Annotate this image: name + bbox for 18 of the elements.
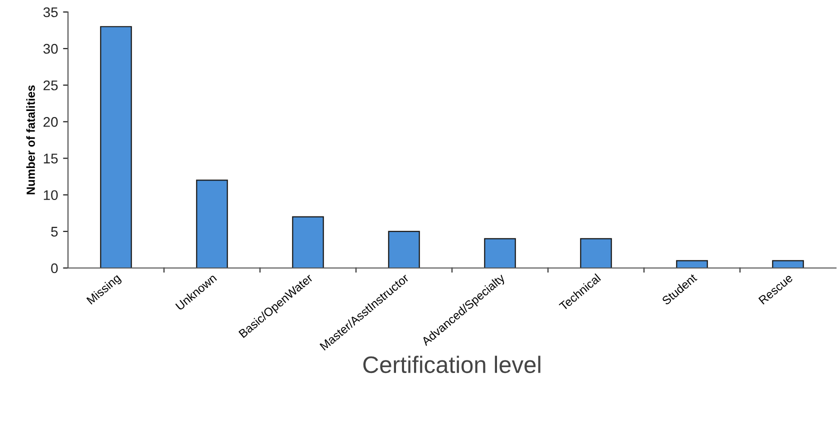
y-tick-label: 20 [44,117,58,127]
bar [580,238,612,268]
bar [388,230,420,268]
y-axis-title: Number of fatalities [26,85,35,194]
y-tick-label: 15 [44,154,58,164]
x-axis-title: Certification level [363,356,540,374]
y-tick-label: 35 [43,7,58,18]
y-tick-label: 10 [44,190,58,200]
y-tick-label: 25 [44,80,58,90]
bar [100,26,132,268]
bar [772,260,804,268]
bar [292,216,324,268]
bar [676,260,708,268]
bar [196,180,228,268]
bar [484,238,516,268]
y-tick-label: 30 [43,44,58,54]
y-tick-label: 5 [51,226,58,237]
y-tick-label: 0 [51,263,58,274]
